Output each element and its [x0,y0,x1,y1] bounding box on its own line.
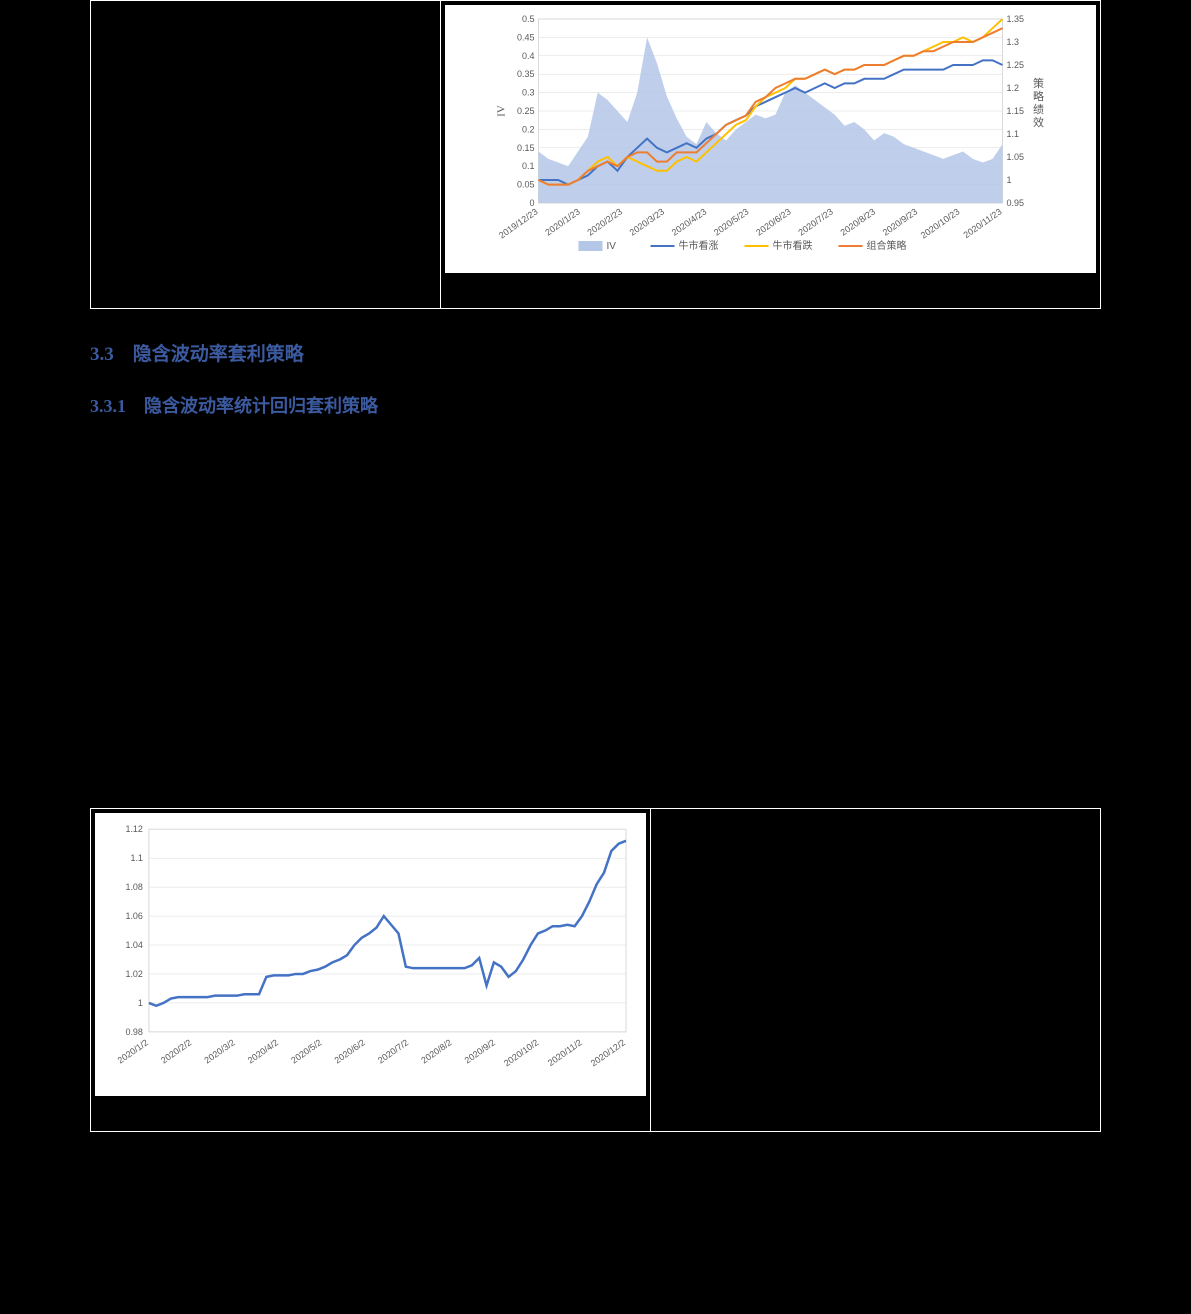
svg-text:1.2: 1.2 [1007,83,1020,93]
svg-text:2020/1/23: 2020/1/23 [543,206,582,237]
nav-line-chart: 0.98 1 1.02 1.04 1.06 1.08 1.1 1.12 2020/1/2 2020… [101,819,640,1084]
svg-text:1.35: 1.35 [1007,14,1025,24]
svg-text:1.04: 1.04 [125,940,142,950]
svg-text:0.3: 0.3 [522,88,535,98]
svg-text:2020/7/2: 2020/7/2 [376,1037,410,1065]
svg-text:2020/2/2: 2020/2/2 [159,1037,193,1065]
svg-text:0.35: 0.35 [517,69,535,79]
svg-text:1.02: 1.02 [125,969,142,979]
svg-text:策略绩效: 策略绩效 [1033,76,1044,129]
svg-text:1.12: 1.12 [125,824,142,834]
svg-text:1: 1 [1007,175,1012,185]
svg-text:2020/12/2: 2020/12/2 [589,1037,627,1068]
svg-text:0.98: 0.98 [125,1027,142,1037]
svg-text:2020/4/23: 2020/4/23 [670,206,709,237]
svg-text:组合策略: 组合策略 [867,239,907,252]
svg-text:0.15: 0.15 [517,143,535,153]
svg-text:2020/3/23: 2020/3/23 [628,206,667,237]
svg-text:1: 1 [138,998,143,1008]
chart1-cell: 00.050.10.150.20.250.30.350.40.450.50.95… [441,1,1100,308]
chart2-cell: 0.98 1 1.02 1.04 1.06 1.08 1.1 1.12 2020/1/2 2020… [91,809,651,1131]
svg-text:2020/1/2: 2020/1/2 [116,1037,150,1065]
svg-text:2020/5/2: 2020/5/2 [289,1037,323,1065]
svg-text:2020/7/23: 2020/7/23 [796,206,835,237]
svg-text:2020/5/23: 2020/5/23 [712,206,751,237]
svg-text:2020/11/2: 2020/11/2 [546,1037,584,1068]
svg-text:2020/2/23: 2020/2/23 [585,206,624,237]
svg-text:牛市看跌: 牛市看跌 [773,239,813,252]
chart1-container: 00.050.10.150.20.250.30.350.40.450.50.95… [445,5,1096,272]
svg-text:2020/3/2: 2020/3/2 [202,1037,236,1065]
svg-text:牛市看涨: 牛市看涨 [679,239,719,252]
metrics-cell-empty [91,1,441,308]
iv-strategy-chart: 00.050.10.150.20.250.30.350.40.450.50.95… [451,11,1090,261]
svg-text:0.2: 0.2 [522,124,535,134]
svg-text:1.1: 1.1 [130,853,142,863]
svg-text:0.4: 0.4 [522,51,535,61]
bottom-table-row: 0.98 1 1.02 1.04 1.06 1.08 1.1 1.12 2020/1/2 2020… [90,808,1101,1132]
svg-text:2020/10/23: 2020/10/23 [919,206,962,240]
svg-text:0.1: 0.1 [522,161,535,171]
svg-text:2020/6/23: 2020/6/23 [754,206,793,237]
top-table-row: 00.050.10.150.20.250.30.350.40.450.50.95… [90,0,1101,309]
svg-text:1.25: 1.25 [1007,60,1025,70]
svg-text:0.05: 0.05 [517,180,535,190]
svg-text:0.5: 0.5 [522,14,535,24]
svg-text:1.06: 1.06 [125,911,142,921]
svg-text:1.05: 1.05 [1007,152,1025,162]
svg-text:2020/8/2: 2020/8/2 [419,1037,453,1065]
heading-3-3-1: 3.3.1 隐含波动率统计回归套利策略 [90,392,1191,418]
body-gap [0,418,1191,808]
chart2-caption-row [95,1095,646,1127]
svg-text:1.3: 1.3 [1007,37,1020,47]
chart2-container: 0.98 1 1.02 1.04 1.06 1.08 1.1 1.12 2020/1/2 2020… [95,813,646,1095]
svg-text:0.45: 0.45 [517,32,535,42]
svg-text:IV: IV [496,105,508,117]
svg-text:0.95: 0.95 [1007,198,1025,208]
svg-text:2020/11/23: 2020/11/23 [962,206,1004,240]
svg-text:2020/8/23: 2020/8/23 [839,206,878,237]
svg-text:2020/4/2: 2020/4/2 [246,1037,280,1065]
svg-text:1.08: 1.08 [125,882,142,892]
svg-text:2019/12/23: 2019/12/23 [497,206,540,240]
heading-3-3: 3.3 隐含波动率套利策略 [90,339,1191,366]
svg-text:0.25: 0.25 [517,106,535,116]
chart1-caption-row [445,272,1096,304]
svg-text:2020/6/2: 2020/6/2 [333,1037,367,1065]
svg-text:2020/9/23: 2020/9/23 [881,206,920,237]
svg-text:1.1: 1.1 [1007,129,1020,139]
page-root: 00.050.10.150.20.250.30.350.40.450.50.95… [0,0,1191,1132]
metrics-cell-empty-right [651,809,1100,1131]
svg-text:2020/10/2: 2020/10/2 [502,1037,540,1068]
svg-text:2020/9/2: 2020/9/2 [463,1037,497,1065]
svg-text:1.15: 1.15 [1007,106,1025,116]
svg-text:IV: IV [607,241,617,252]
